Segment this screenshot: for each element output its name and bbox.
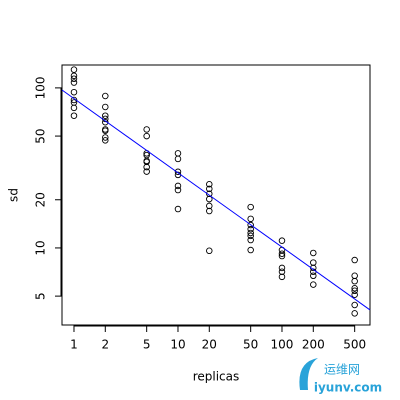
point: [206, 202, 213, 210]
point: [278, 268, 286, 275]
point: [278, 237, 286, 244]
point: [206, 207, 213, 215]
point: [102, 118, 109, 126]
point: [351, 287, 358, 295]
y-tick-label: 100: [34, 76, 48, 99]
point: [247, 225, 254, 233]
point: [310, 272, 317, 280]
point: [310, 259, 317, 266]
point: [247, 215, 254, 223]
watermark: 运维网 iyunv.com: [299, 358, 382, 395]
point: [102, 137, 109, 144]
point: [206, 180, 213, 188]
point: [174, 182, 182, 190]
point: [278, 273, 286, 281]
watermark-title: 运维网: [324, 363, 360, 377]
point: [310, 281, 317, 288]
point: [247, 203, 254, 211]
point: [174, 168, 182, 176]
x-tick-label: 500: [343, 338, 366, 352]
x-tick-label: 5: [143, 338, 151, 352]
point: [247, 221, 254, 229]
point: [351, 284, 358, 292]
x-tick-label: 10: [170, 338, 185, 352]
point: [247, 236, 254, 244]
point: [143, 168, 150, 175]
point: [351, 277, 358, 285]
point: [351, 256, 358, 264]
x-tick-label: 200: [302, 338, 325, 352]
y-tick-label: 10: [34, 240, 48, 255]
point: [174, 150, 182, 157]
point: [143, 163, 150, 171]
watermark-icon: [299, 358, 318, 390]
point: [70, 72, 78, 80]
point: [351, 272, 358, 280]
point: [102, 92, 109, 100]
x-tick-label: 2: [101, 338, 109, 352]
point: [310, 249, 317, 257]
x-tick-label: 20: [202, 338, 217, 352]
fit-line: [61, 89, 371, 311]
point: [278, 264, 286, 272]
point: [70, 104, 78, 112]
point: [247, 232, 254, 240]
point: [70, 66, 78, 73]
x-axis-label: replicas: [193, 370, 240, 384]
x-tick-label: 1: [70, 338, 78, 352]
point: [174, 205, 182, 213]
point: [70, 79, 78, 86]
point: [351, 310, 358, 317]
point: [247, 246, 254, 254]
plot-frame: [61, 64, 371, 326]
point: [102, 134, 109, 141]
y-tick-label: 50: [34, 128, 48, 143]
point: [174, 155, 182, 163]
point: [102, 127, 109, 134]
point: [102, 103, 109, 111]
point: [70, 112, 78, 119]
x-tick-label: 100: [271, 338, 294, 352]
point: [174, 186, 182, 194]
point: [278, 252, 286, 260]
point: [70, 75, 78, 83]
point: [102, 112, 109, 119]
y-tick-label: 20: [34, 192, 48, 207]
watermark-url: iyunv.com: [314, 381, 382, 395]
point: [206, 247, 213, 255]
point: [351, 291, 358, 298]
x-tick-label: 50: [243, 338, 258, 352]
y-axis-label: sd: [7, 188, 21, 202]
point: [143, 126, 150, 133]
point: [143, 132, 150, 140]
point: [206, 195, 213, 203]
point: [351, 301, 358, 309]
point: [70, 88, 78, 96]
point: [278, 250, 286, 257]
point: [206, 185, 213, 193]
y-tick-label: 5: [34, 292, 48, 300]
point: [247, 229, 254, 237]
